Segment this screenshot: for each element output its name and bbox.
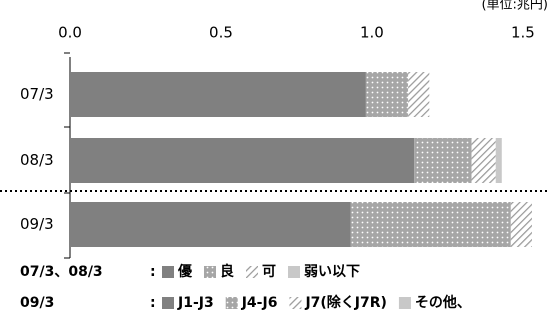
legend-label: J4-J6: [241, 295, 278, 311]
x-tick-label: 1.5: [511, 24, 535, 42]
y-tick-label: 08/3: [20, 151, 54, 169]
x-tick-label: 1.0: [360, 24, 384, 42]
unit-label: (単位:兆円): [481, 0, 548, 13]
x-tick-label: 0.5: [209, 24, 233, 42]
bar-segment: [510, 202, 532, 247]
legend-swatch: [246, 266, 258, 278]
legend-swatch: [288, 266, 300, 278]
legend-label: 優: [177, 263, 193, 280]
legend-swatch: [204, 266, 216, 278]
legend-label: J7(除くJ7R): [304, 294, 386, 311]
legend-separator: :: [150, 264, 156, 280]
legend-swatch: [398, 297, 411, 309]
y-tick-label: 09/3: [20, 215, 54, 233]
bar-segment: [471, 138, 496, 183]
bar-segment: [408, 72, 430, 117]
legend-label: 可: [262, 264, 276, 280]
legend-group-label: 09/3: [20, 295, 54, 311]
legend-label: J1-J3: [177, 295, 214, 311]
bar-segment: [350, 202, 511, 247]
bar-segment: [495, 138, 502, 183]
x-tick-label: 0.0: [58, 24, 82, 42]
bar-segment: [70, 202, 351, 247]
bar-segment: [414, 138, 472, 183]
bar-segment: [365, 72, 409, 117]
legend-separator: :: [150, 295, 156, 311]
legend-swatch: [289, 297, 302, 309]
legend-label: その他、: [415, 294, 471, 311]
bar-segment: [70, 72, 366, 117]
legend-label: 良: [220, 263, 234, 280]
bar-segment: [70, 138, 415, 183]
legend-group-label: 07/3、08/3: [20, 264, 103, 280]
legend-label: 弱い以下: [304, 264, 360, 280]
y-tick-label: 07/3: [20, 85, 54, 103]
legend-swatch: [162, 266, 174, 278]
legend-swatch: [162, 297, 174, 309]
legend-swatch: [225, 297, 238, 309]
